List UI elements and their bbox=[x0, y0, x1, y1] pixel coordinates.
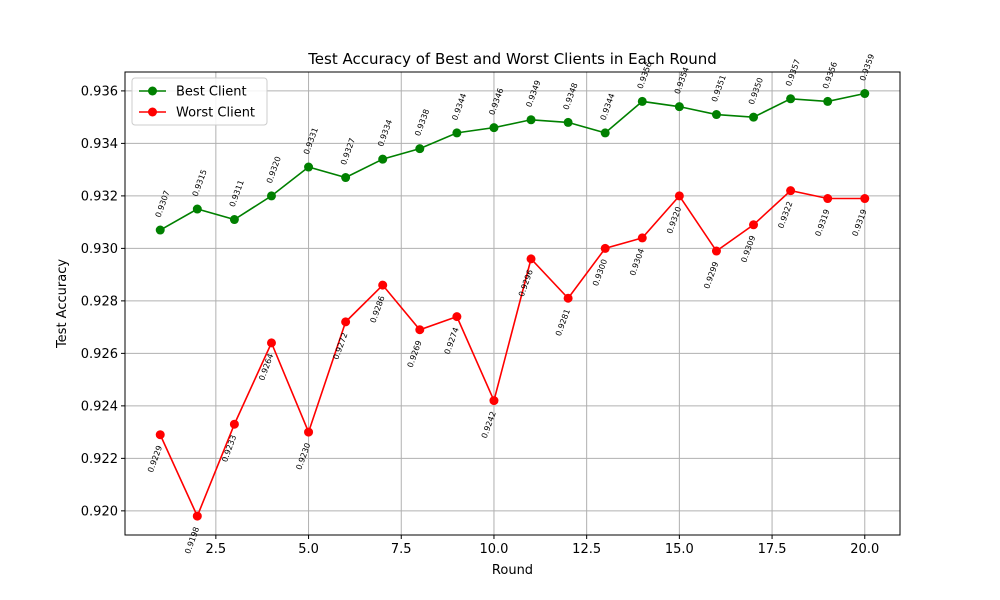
worst-client-point bbox=[674, 191, 684, 201]
best-client-point bbox=[378, 154, 388, 164]
data-series bbox=[155, 89, 870, 521]
legend-worst-client-swatch-marker bbox=[148, 107, 157, 117]
y-tick-label: 0.936 bbox=[81, 84, 118, 99]
y-tick-label: 0.928 bbox=[81, 294, 118, 309]
legend-box bbox=[131, 77, 268, 126]
best-client-point bbox=[341, 173, 351, 183]
best-client-point bbox=[711, 110, 721, 120]
y-tick-label: 0.930 bbox=[81, 242, 118, 257]
best-client-point bbox=[452, 128, 462, 138]
best-client-line bbox=[159, 92, 865, 231]
best-client-point bbox=[415, 144, 425, 154]
worst-client-point bbox=[192, 511, 202, 521]
chart-title: Test Accuracy of Best and Worst Clients … bbox=[307, 50, 717, 68]
x-tick-label: 7.5 bbox=[391, 542, 412, 557]
x-tick-label: 2.5 bbox=[206, 542, 227, 557]
worst-client-point bbox=[860, 194, 870, 204]
grid-lines bbox=[125, 72, 900, 535]
best-client-point bbox=[526, 115, 536, 125]
best-client-point bbox=[786, 94, 796, 104]
y-tick-label: 0.926 bbox=[81, 347, 118, 362]
best-client-point bbox=[860, 89, 870, 99]
best-client-point bbox=[229, 215, 239, 225]
best-client-point bbox=[600, 128, 610, 138]
x-tick-label: 10.0 bbox=[479, 542, 508, 557]
y-tick-label: 0.934 bbox=[81, 137, 118, 152]
worst-client-point bbox=[489, 396, 499, 406]
worst-client-point bbox=[378, 280, 388, 290]
best-client-point bbox=[674, 102, 684, 112]
best-client-point bbox=[563, 117, 573, 127]
worst-client-point bbox=[711, 246, 721, 256]
plot-area-frame bbox=[124, 71, 901, 536]
worst-client-point bbox=[786, 186, 796, 196]
legend: Best Client Worst Client bbox=[131, 77, 268, 126]
best-client-point bbox=[304, 162, 314, 172]
x-tick-label: 20.0 bbox=[850, 542, 879, 557]
worst-client-point bbox=[341, 317, 351, 327]
best-client-point bbox=[266, 191, 276, 201]
worst-client-point bbox=[823, 194, 833, 204]
x-tick-label: 17.5 bbox=[758, 542, 787, 557]
legend-worst-client-label: Worst Client bbox=[176, 106, 255, 121]
best-client-point bbox=[637, 96, 647, 106]
legend-best-client-label: Best Client bbox=[176, 85, 247, 100]
worst-client-point bbox=[304, 427, 314, 437]
y-tick-label: 0.924 bbox=[81, 399, 118, 414]
y-tick-label: 0.922 bbox=[81, 452, 118, 467]
x-tick-label: 15.0 bbox=[665, 542, 694, 557]
best-client-point bbox=[155, 225, 165, 235]
worst-client-point bbox=[452, 312, 462, 322]
x-tick-label: 5.0 bbox=[298, 542, 319, 557]
best-client-point bbox=[489, 123, 499, 133]
worst-client-point bbox=[563, 293, 573, 303]
worst-client-point bbox=[266, 338, 276, 348]
best-client-point bbox=[749, 112, 759, 122]
worst-client-point bbox=[600, 243, 610, 253]
y-tick-label: 0.920 bbox=[81, 504, 118, 519]
worst-client-point bbox=[749, 220, 759, 230]
axis-ticks: 2.5 5.0 7.5 10.0 12.5 15.0 17.5 20.0 0.920 0.922 0… bbox=[81, 84, 879, 557]
worst-client-point bbox=[155, 430, 165, 440]
worst-client-line bbox=[159, 189, 865, 519]
legend-best-client-swatch-marker bbox=[148, 86, 157, 96]
best-client-point bbox=[192, 204, 202, 214]
x-tick-label: 12.5 bbox=[572, 542, 601, 557]
x-axis-label: Round bbox=[492, 563, 533, 578]
worst-client-point bbox=[415, 325, 425, 335]
worst-client-point bbox=[526, 254, 536, 264]
best-client-point bbox=[823, 96, 833, 106]
worst-client-point bbox=[229, 419, 239, 429]
y-axis-label: Test Accuracy bbox=[55, 259, 70, 349]
y-tick-label: 0.932 bbox=[81, 189, 118, 204]
worst-client-point bbox=[637, 233, 647, 243]
